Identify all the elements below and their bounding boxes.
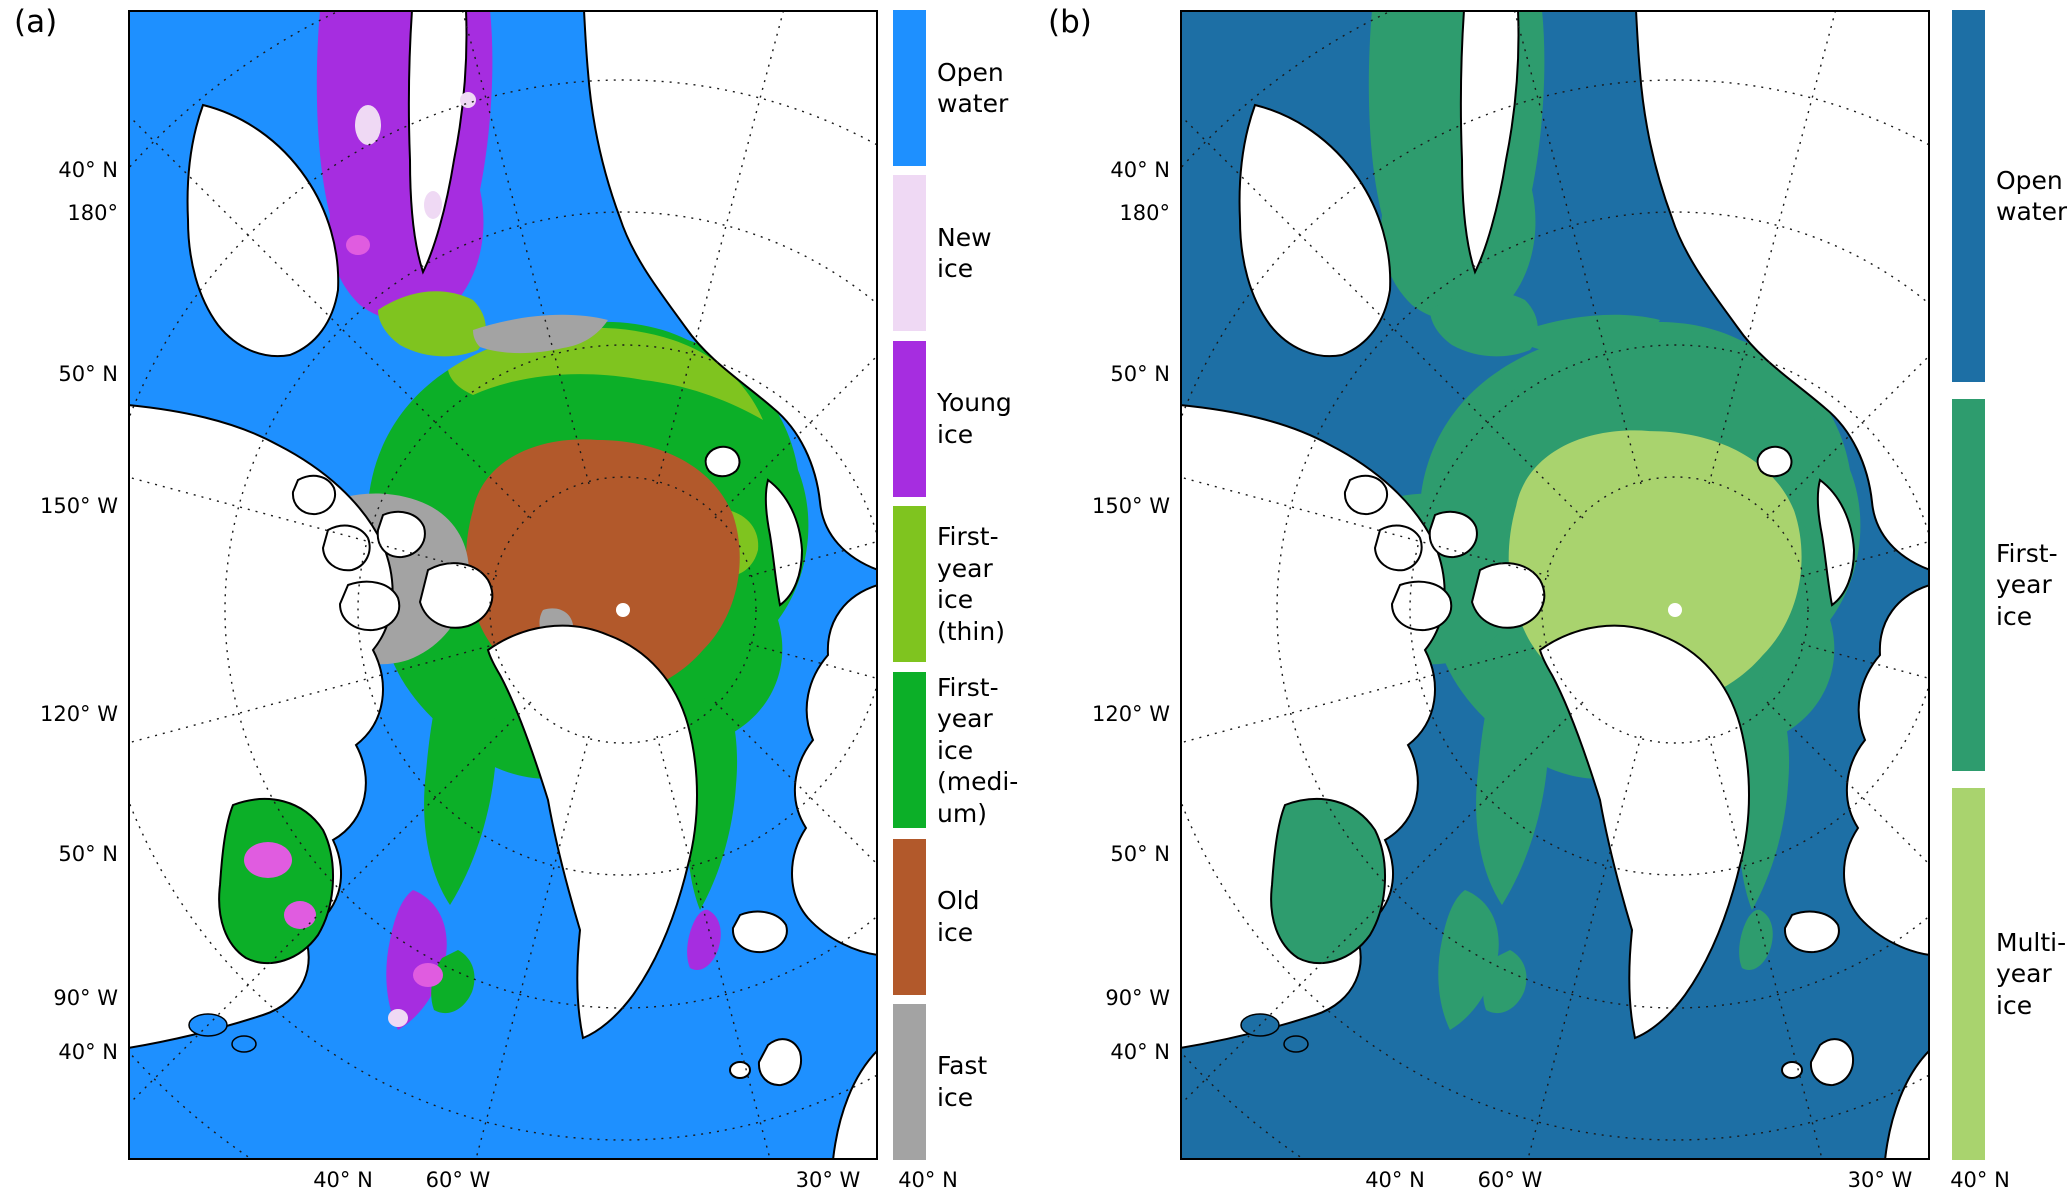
lat-lon-label: 40° N [1365,1168,1425,1192]
lat-lon-label: 40° N [58,158,118,182]
lat-lon-label: 180° [67,201,118,225]
legend-item-fast-ice: Fast ice [893,1003,1033,1160]
legend-label: Old ice [937,886,980,947]
legend-swatch [893,506,926,663]
panel-b: (b) [1034,0,2067,1198]
lat-lon-label: 40° N [898,1168,958,1192]
legend-swatch [893,175,926,332]
map-border [1180,10,1930,1160]
panel-a: (a) [0,0,1033,1198]
lat-lon-label: 40° N [1110,1040,1170,1064]
north-pole-marker [1668,603,1682,617]
legend-item-new-ice: New ice [893,175,1033,332]
legend-swatch [893,1003,926,1160]
legend-swatch [1952,10,1985,382]
map-b-svg [1180,10,1930,1160]
legend-label: First- year ice [1996,538,2058,631]
hudson-bay-ice [218,797,335,965]
lat-lon-label: 50° N [58,362,118,386]
map-a-svg [128,10,878,1160]
panel-b-label: (b) [1048,4,1092,40]
legend-label: First- year ice (thin) [937,522,1005,646]
legend-item-first-year-ice: First- year ice [1952,399,2067,771]
legend-label: Multi- year ice [1996,927,2067,1020]
lat-lon-label: 30° W [1847,1168,1913,1192]
legend-item-open-water: Open water [1952,10,2067,382]
legend-label: Open water [937,57,1009,119]
lat-lon-label: 180° [1119,201,1170,225]
legend-item-open-water: Open water [893,10,1033,166]
legend-item-first-year-thin: First- year ice (thin) [893,506,1033,663]
lat-lon-label: 30° W [795,1168,861,1192]
legend-item-multi-year-ice: Multi- year ice [1952,788,2067,1160]
lat-lon-label: 150° W [1091,494,1170,518]
legend-label: New ice [937,222,992,284]
legend-swatch [1952,399,1985,771]
map-b: 40° N 180° 50° N 150° W 120° W 50° N 90°… [1092,10,2010,1192]
legend-label: Young ice [937,388,1012,449]
panel-a-label: (a) [14,4,58,40]
lat-lon-label: 50° N [58,842,118,866]
new-ice-patches [355,92,476,1027]
map-a: 40° N 180° 50° N 150° W 120° W 50° N 90°… [40,10,958,1192]
lat-lon-label: 50° N [1110,362,1170,386]
legend-item-young-ice: Young ice [893,340,1033,497]
legend-label: First- year ice (medi- um) [937,672,1019,828]
legend-swatch [893,838,926,995]
lat-lon-label: 40° N [1950,1168,2010,1192]
legend-item-first-year-medium: First- year ice (medi- um) [893,672,1033,830]
lat-lon-label: 40° N [58,1040,118,1064]
lat-lon-label: 90° W [53,986,118,1010]
lat-lon-label: 120° W [1091,702,1170,726]
legend-swatch [893,672,926,829]
young-ice-bright-patches [244,235,443,987]
lat-lon-label: 60° W [425,1168,491,1192]
legend-label: Open water [1996,165,2067,227]
map-border [128,10,878,1160]
lat-lon-label: 120° W [39,702,118,726]
north-pole-marker [616,603,630,617]
legend-swatch [1952,788,1985,1160]
lat-lon-label: 50° N [1110,842,1170,866]
lat-lon-label: 40° N [313,1168,373,1192]
legend-b: Open water First- year ice Multi- year i… [1952,10,2067,1160]
legend-swatch [893,340,926,497]
lat-lon-label: 60° W [1477,1168,1543,1192]
legend-swatch [893,10,926,166]
hudson-bay-ice [1270,797,1387,965]
lat-lon-label: 150° W [39,494,118,518]
legend-item-old-ice: Old ice [893,838,1033,995]
legend-label: Fast ice [937,1051,988,1112]
legend-a: Open water New ice Young ice First- year… [893,10,1033,1160]
lat-lon-label: 40° N [1110,158,1170,182]
lat-lon-label: 90° W [1105,986,1170,1010]
